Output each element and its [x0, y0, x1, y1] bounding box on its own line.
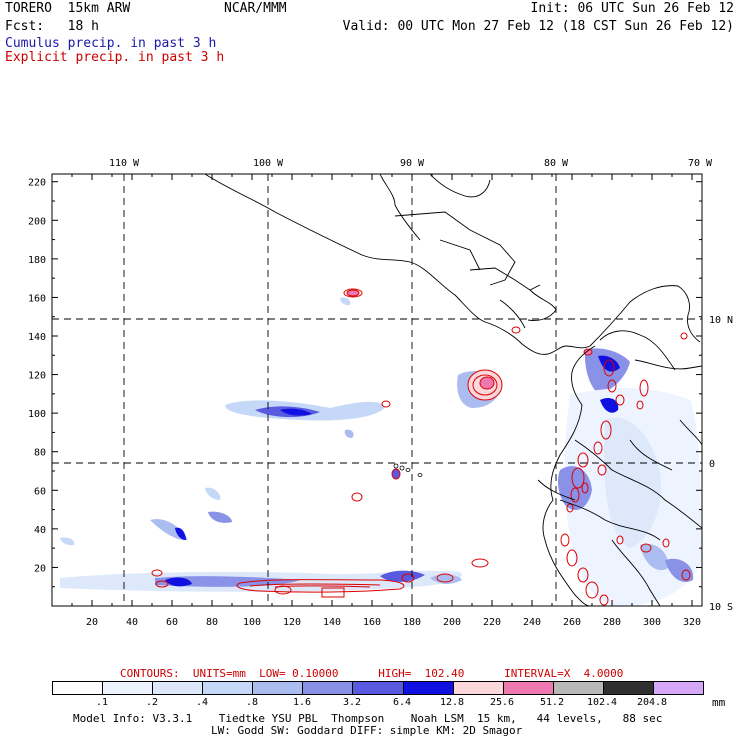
x-tick-label: 100 — [243, 617, 261, 628]
model-title: TORERO 15km ARW — [5, 1, 131, 16]
longitude-label: 100 W — [253, 158, 284, 169]
forecast-hour: Fcst: 18 h — [5, 19, 99, 34]
legend-label: 6.4 — [392, 697, 412, 708]
legend-swatch — [303, 682, 354, 694]
x-tick-label: 120 — [283, 617, 301, 628]
x-tick-label: 320 — [683, 617, 701, 628]
y-tick-label: 180 — [28, 255, 46, 266]
x-tick-label: 280 — [603, 617, 621, 628]
legend-swatch — [153, 682, 204, 694]
legend-swatch — [653, 682, 704, 694]
latitude-label: 10 N — [709, 315, 733, 326]
legend-label: 25.6 — [489, 697, 515, 708]
x-tick-label: 60 — [166, 617, 178, 628]
color-legend-bar — [52, 681, 704, 695]
model-info-line-1: Model Info: V3.3.1 Tiedtke YSU PBL Thomp… — [73, 712, 663, 725]
legend-unit: mm — [712, 696, 726, 709]
y-tick-label: 40 — [34, 525, 46, 536]
x-tick-label: 20 — [86, 617, 98, 628]
legend-label: 1.6 — [292, 697, 312, 708]
longitude-label: 90 W — [400, 158, 425, 169]
legend-swatch — [503, 682, 554, 694]
y-tick-label: 60 — [34, 486, 46, 497]
legend-swatch — [203, 682, 254, 694]
legend-label: .8 — [245, 697, 259, 708]
legend-label: .2 — [145, 697, 159, 708]
y-tick-label: 160 — [28, 293, 46, 304]
legend-label: 3.2 — [342, 697, 362, 708]
x-tick-label: 180 — [403, 617, 421, 628]
lat-lon-grid — [52, 174, 702, 606]
legend-label: 204.8 — [636, 697, 668, 708]
explicit-precip-contours — [151, 288, 691, 606]
legend-swatch — [53, 682, 104, 694]
legend-label: 51.2 — [539, 697, 565, 708]
latitude-label: 10 S — [709, 602, 733, 613]
x-tick-label: 220 — [483, 617, 501, 628]
axis-tick-labels: 20 40 60 80 100 120 140 160 180 200 220 240 260 280 30… — [28, 158, 733, 628]
map-frame — [51, 173, 703, 607]
legend-label: .4 — [195, 697, 209, 708]
x-tick-label: 80 — [206, 617, 218, 628]
longitude-label: 110 W — [109, 158, 140, 169]
x-tick-label: 40 — [126, 617, 138, 628]
field-1-label: Cumulus precip. in past 3 h — [5, 36, 217, 51]
y-tick-label: 220 — [28, 178, 46, 189]
legend-swatch — [603, 682, 654, 694]
contours-info: CONTOURS: UNITS=mm LOW= 0.10000 HIGH= 10… — [120, 667, 624, 680]
legend-swatch — [453, 682, 504, 694]
init-time: Init: 06 UTC Sun 26 Feb 12 — [530, 1, 735, 16]
legend-swatch — [353, 682, 404, 694]
field-2-label: Explicit precip. in past 3 h — [5, 50, 225, 65]
x-tick-label: 240 — [523, 617, 541, 628]
y-tick-label: 120 — [28, 371, 46, 382]
y-tick-label: 200 — [28, 216, 46, 227]
legend-label: .1 — [95, 697, 109, 708]
legend-swatch — [103, 682, 154, 694]
model-info-line-2: LW: Godd SW: Goddard DIFF: simple KM: 2D… — [211, 724, 523, 737]
y-tick-label: 20 — [34, 563, 46, 574]
longitude-label: 70 W — [688, 158, 713, 169]
legend-swatch — [403, 682, 454, 694]
x-tick-label: 200 — [443, 617, 461, 628]
legend-label: 12.8 — [439, 697, 465, 708]
legend-label: 102.4 — [586, 697, 618, 708]
valid-time: Valid: 00 UTC Mon 27 Feb 12 (18 CST Sun … — [342, 19, 734, 34]
x-tick-label: 260 — [563, 617, 581, 628]
org-label: NCAR/MMM — [224, 1, 287, 16]
legend-swatch — [253, 682, 304, 694]
x-tick-label: 300 — [643, 617, 661, 628]
axis-ticks — [52, 174, 702, 606]
longitude-label: 80 W — [544, 158, 569, 169]
y-tick-label: 140 — [28, 332, 46, 343]
legend-swatch — [553, 682, 604, 694]
x-tick-label: 160 — [363, 617, 381, 628]
y-tick-label: 100 — [28, 409, 46, 420]
y-tick-label: 80 — [34, 448, 46, 459]
galapagos-islands — [393, 463, 423, 477]
latitude-label: 0 — [709, 459, 715, 470]
coastlines — [204, 174, 702, 606]
x-tick-label: 140 — [323, 617, 341, 628]
